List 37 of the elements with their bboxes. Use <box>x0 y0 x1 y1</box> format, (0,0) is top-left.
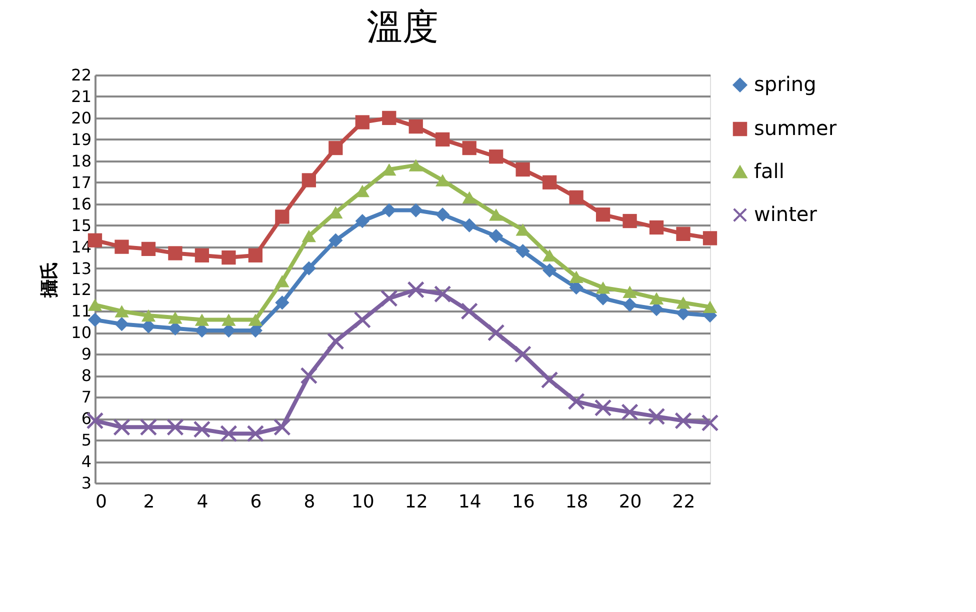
y-tick-label: 4 <box>81 452 92 472</box>
x-tick-label: 16 <box>512 492 535 512</box>
y-axis-title: 攝氏 <box>39 262 60 298</box>
y-tick-label: 11 <box>71 302 92 321</box>
y-tick-label: 5 <box>81 430 92 450</box>
y-tick-label: 20 <box>71 108 92 128</box>
x-tick-label: 8 <box>304 492 316 512</box>
y-tick-label: 16 <box>71 194 92 214</box>
y-tick-label: 3 <box>81 474 92 492</box>
x-tick-label: 6 <box>250 492 262 512</box>
y-tick-label: 9 <box>81 344 92 364</box>
y-tick-label: 19 <box>71 130 92 149</box>
x-tick-label: 2 <box>143 492 155 512</box>
x-tick-label: 4 <box>196 492 208 512</box>
y-tick-label: 18 <box>71 151 92 170</box>
y-tick-label: 22 <box>71 66 92 84</box>
x-tick-label: 14 <box>458 492 482 512</box>
x-tick-label: 0 <box>96 492 107 512</box>
x-tick-label: 20 <box>618 492 642 512</box>
x-tick-label: 12 <box>404 492 428 512</box>
y-tick-label: 10 <box>71 323 92 342</box>
y-tick-label: 13 <box>71 258 92 278</box>
legend-label: winter <box>754 202 818 226</box>
x-tick-label: 22 <box>672 492 696 512</box>
legend-label: summer <box>754 116 838 140</box>
legend-label: spring <box>754 72 816 96</box>
x-tick-label: 18 <box>565 492 588 512</box>
y-tick-label: 12 <box>71 280 92 300</box>
chart-title: 溫度 <box>366 7 438 48</box>
y-tick-label: 7 <box>81 388 92 407</box>
y-tick-label: 6 <box>81 409 92 428</box>
y-tick-label: 8 <box>81 366 92 386</box>
y-tick-label: 15 <box>71 216 92 235</box>
x-tick-label: 10 <box>351 492 374 512</box>
y-tick-label: 21 <box>71 86 92 106</box>
y-tick-label: 17 <box>71 172 92 192</box>
legend-label: fall <box>754 159 784 183</box>
